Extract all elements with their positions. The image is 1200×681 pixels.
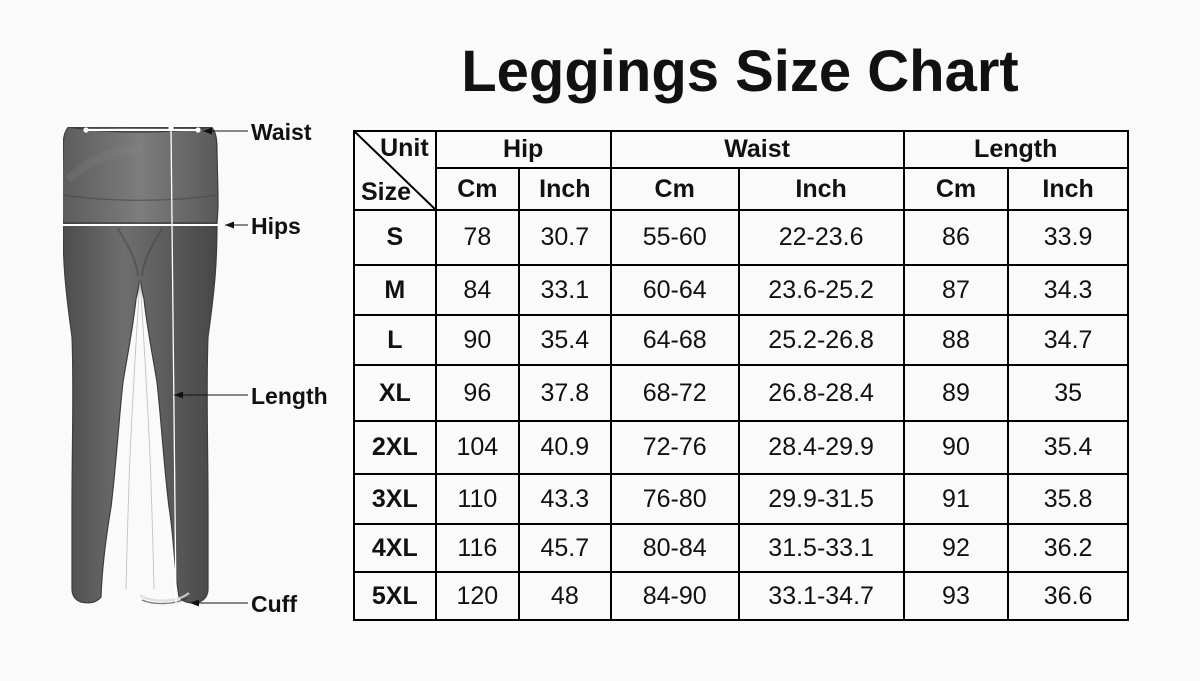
svg-text:Length: Length (251, 383, 328, 409)
svg-text:Waist: Waist (251, 119, 312, 145)
svg-text:Cuff: Cuff (251, 591, 297, 617)
svg-text:Hips: Hips (251, 213, 301, 239)
